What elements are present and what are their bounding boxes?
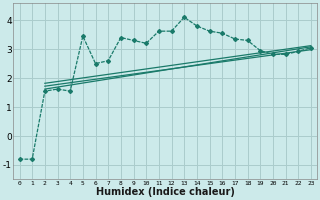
X-axis label: Humidex (Indice chaleur): Humidex (Indice chaleur) xyxy=(96,187,235,197)
